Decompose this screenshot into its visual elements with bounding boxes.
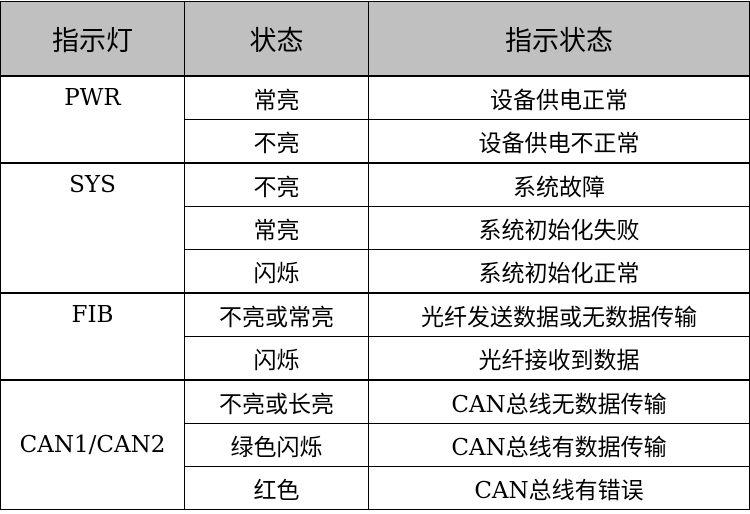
indicator-cell: SYS [0, 162, 185, 294]
meaning-cell: CAN总线有数据传输 [368, 423, 750, 467]
state-cell: 不亮或常亮 [184, 292, 369, 337]
table-row: FIB 不亮或常亮 光纤发送数据或无数据传输 [0, 292, 750, 381]
header-indicator: 指示灯 [0, 1, 185, 77]
state-cell: 闪烁 [184, 336, 369, 381]
state-cell: 不亮 [184, 162, 369, 207]
meaning-cell: 设备供电正常 [368, 75, 750, 120]
meaning-cell: 光纤发送数据或无数据传输 [368, 292, 750, 337]
state-cell: 绿色闪烁 [184, 423, 369, 467]
meaning-cell: CAN总线无数据传输 [368, 379, 750, 424]
state-cell: 常亮 [184, 75, 369, 120]
table-row: 红色 CAN总线有错误 [1, 466, 750, 510]
header-row: 指示灯 状态 指示状态 [0, 1, 750, 77]
state-cell: 常亮 [184, 206, 369, 250]
state-cell: 不亮或长亮 [184, 379, 369, 424]
meaning-cell: 光纤接收到数据 [368, 336, 750, 381]
meaning-cell: CAN总线有错误 [368, 466, 750, 510]
table-row: 不亮 设备供电不正常 [1, 119, 750, 164]
meaning-cell: 系统初始化正常 [368, 249, 750, 294]
table-row: 闪烁 系统初始化正常 [1, 249, 750, 294]
header-meaning: 指示状态 [368, 1, 750, 77]
header-state: 状态 [184, 1, 369, 77]
indicator-cell: CAN1/CAN2 [0, 379, 185, 510]
table-row: SYS 不亮 系统故障 [0, 162, 750, 294]
meaning-cell: 设备供电不正常 [368, 119, 750, 164]
meaning-cell: 系统初始化失败 [368, 206, 750, 250]
state-cell: 闪烁 [184, 249, 369, 294]
table-row: 常亮 系统初始化失败 [1, 206, 750, 250]
meaning-cell: 系统故障 [368, 162, 750, 207]
state-cell: 不亮 [184, 119, 369, 164]
table-row: PWR 常亮 设备供电正常 [0, 75, 750, 164]
indicator-cell: FIB [0, 292, 185, 381]
indicator-cell: PWR [0, 75, 185, 164]
state-cell: 红色 [184, 466, 369, 510]
table-row: CAN1/CAN2 不亮或长亮 CAN总线无数据传输 [0, 379, 750, 510]
table-row: 绿色闪烁 CAN总线有数据传输 [1, 423, 750, 467]
